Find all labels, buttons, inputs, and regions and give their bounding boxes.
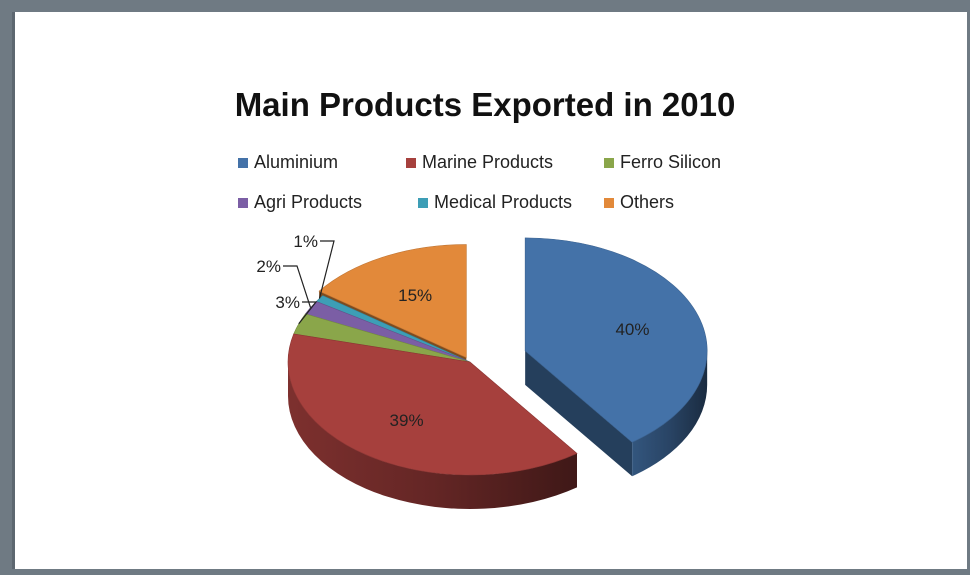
legend-label-aluminium: Aluminium [254,152,339,172]
legend-swatch-others [604,197,614,208]
legend-label-agri-products: Agri Products [254,192,363,212]
data-label-agri-products: 2% [256,257,281,276]
legend-swatch-aluminium [238,157,248,168]
data-label-marine-products: 39% [390,411,424,430]
pie-slice-top-others [318,244,467,359]
legend-item-medical-products: Medical Products [418,192,572,213]
leader-line-ferro-silicon [298,301,318,325]
leader-line-medical-products [318,240,335,299]
legend-item-ferro-silicon: Ferro Silicon [604,152,721,173]
data-label-medical-products: 1% [293,232,318,251]
data-label-aluminium: 40% [615,320,649,339]
chart-title: Main Products Exported in 2010 [234,86,736,123]
pie-slice-side-aluminium [632,350,708,477]
legend-label-marine-products: Marine Products [422,152,554,172]
legend-label-ferro-silicon: Ferro Silicon [620,152,722,172]
legend-swatch-ferro-silicon [604,157,614,168]
data-label-ferro-silicon: 3% [275,293,300,312]
legend-item-marine-products: Marine Products [406,152,553,173]
legend-item-aluminium: Aluminium [238,152,338,173]
legend-swatch-marine-products [406,157,416,168]
data-label-others: 15% [398,286,432,305]
legend-swatch-medical-products [418,197,428,208]
pie-slice-aluminium [524,237,708,477]
legend-swatch-agri-products [238,197,248,208]
pie-slice-top-marine-products [287,333,578,476]
legend-label-medical-products: Medical Products [434,192,573,212]
pie-slice-wall-aluminium-1 [525,350,633,477]
pie-slice-top-aluminium [524,237,708,443]
legend-item-others: Others [604,192,674,213]
leader-line-agri-products [283,265,312,308]
legend-item-agri-products: Agri Products [238,192,362,213]
pie-slice-side-marine-products [288,362,577,509]
pie-slice-marine-products [287,333,578,509]
legend-label-others: Others [620,192,675,212]
